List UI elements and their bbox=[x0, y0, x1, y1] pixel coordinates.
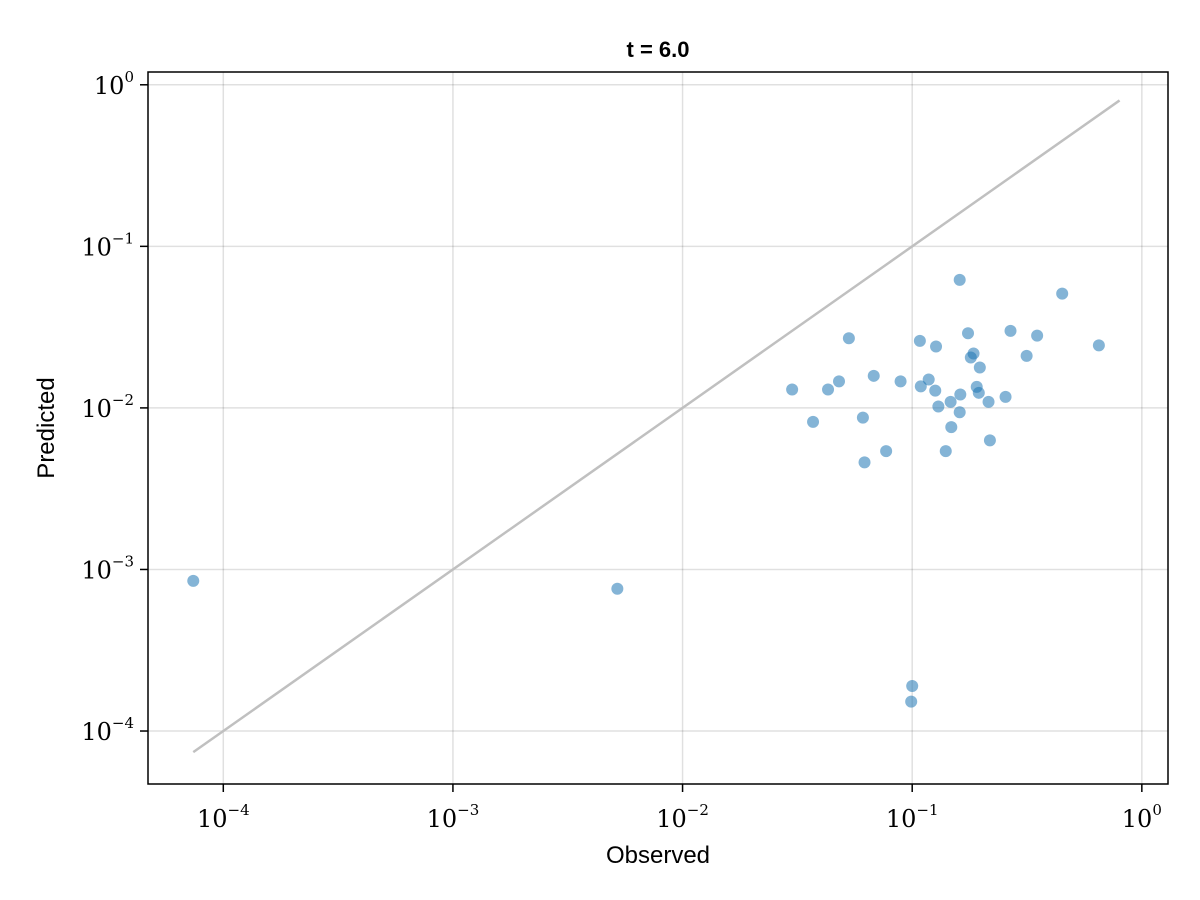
data-point bbox=[905, 695, 918, 708]
data-point bbox=[954, 388, 967, 401]
data-point bbox=[929, 384, 942, 397]
data-point bbox=[962, 327, 975, 340]
x-tick-label: 10−3 bbox=[427, 801, 480, 833]
plot-frame bbox=[147, 71, 1169, 785]
data-point bbox=[932, 400, 945, 413]
x-tick-label: 10−4 bbox=[197, 801, 250, 833]
x-axis-label: Observed bbox=[606, 842, 710, 869]
data-point bbox=[822, 383, 835, 396]
data-point bbox=[856, 411, 869, 424]
data-point bbox=[807, 415, 820, 428]
y-axis-label: Predicted bbox=[33, 377, 60, 478]
data-point bbox=[945, 421, 958, 434]
data-point bbox=[967, 347, 980, 360]
data-point bbox=[786, 383, 799, 396]
data-point bbox=[939, 445, 952, 458]
y-tick-label: 10−2 bbox=[81, 391, 134, 423]
data-point bbox=[982, 395, 995, 408]
data-point bbox=[914, 380, 927, 393]
data-point bbox=[944, 395, 957, 408]
data-points bbox=[187, 273, 1105, 708]
data-point bbox=[973, 361, 986, 374]
grid-lines bbox=[148, 72, 1168, 784]
data-point bbox=[953, 273, 966, 286]
data-point bbox=[867, 369, 880, 382]
data-point bbox=[1031, 329, 1044, 342]
data-point bbox=[1092, 339, 1105, 352]
data-point bbox=[880, 445, 893, 458]
data-point bbox=[913, 334, 926, 347]
y-tick-label: 100 bbox=[94, 68, 134, 100]
x-tick-label: 10−1 bbox=[886, 801, 939, 833]
data-point bbox=[930, 340, 943, 353]
data-point bbox=[611, 582, 624, 595]
data-point bbox=[833, 375, 846, 388]
data-point bbox=[906, 679, 919, 692]
data-point bbox=[858, 456, 871, 469]
data-point bbox=[983, 434, 996, 447]
data-point bbox=[894, 375, 907, 388]
x-tick-label: 10−2 bbox=[656, 801, 709, 833]
y-axis-ticks: 10−4 10−3 10−2 10−1 100 bbox=[81, 68, 148, 746]
data-point bbox=[922, 373, 935, 386]
data-point bbox=[842, 332, 855, 345]
y-tick-label: 10−1 bbox=[81, 229, 134, 261]
data-point bbox=[999, 390, 1012, 403]
y-tick-label: 10−4 bbox=[81, 714, 134, 746]
data-point bbox=[187, 574, 200, 587]
data-point bbox=[1020, 349, 1033, 362]
data-point bbox=[972, 386, 985, 399]
y-tick-label: 10−3 bbox=[81, 552, 134, 584]
chart-title: t = 6.0 bbox=[627, 37, 690, 62]
reference-line bbox=[192, 99, 1121, 754]
x-tick-label: 100 bbox=[1122, 801, 1162, 833]
data-point bbox=[1004, 324, 1017, 337]
data-point bbox=[1056, 287, 1069, 300]
x-axis-ticks: 10−4 10−3 10−2 10−1 100 bbox=[197, 784, 1162, 833]
data-point bbox=[953, 406, 966, 419]
